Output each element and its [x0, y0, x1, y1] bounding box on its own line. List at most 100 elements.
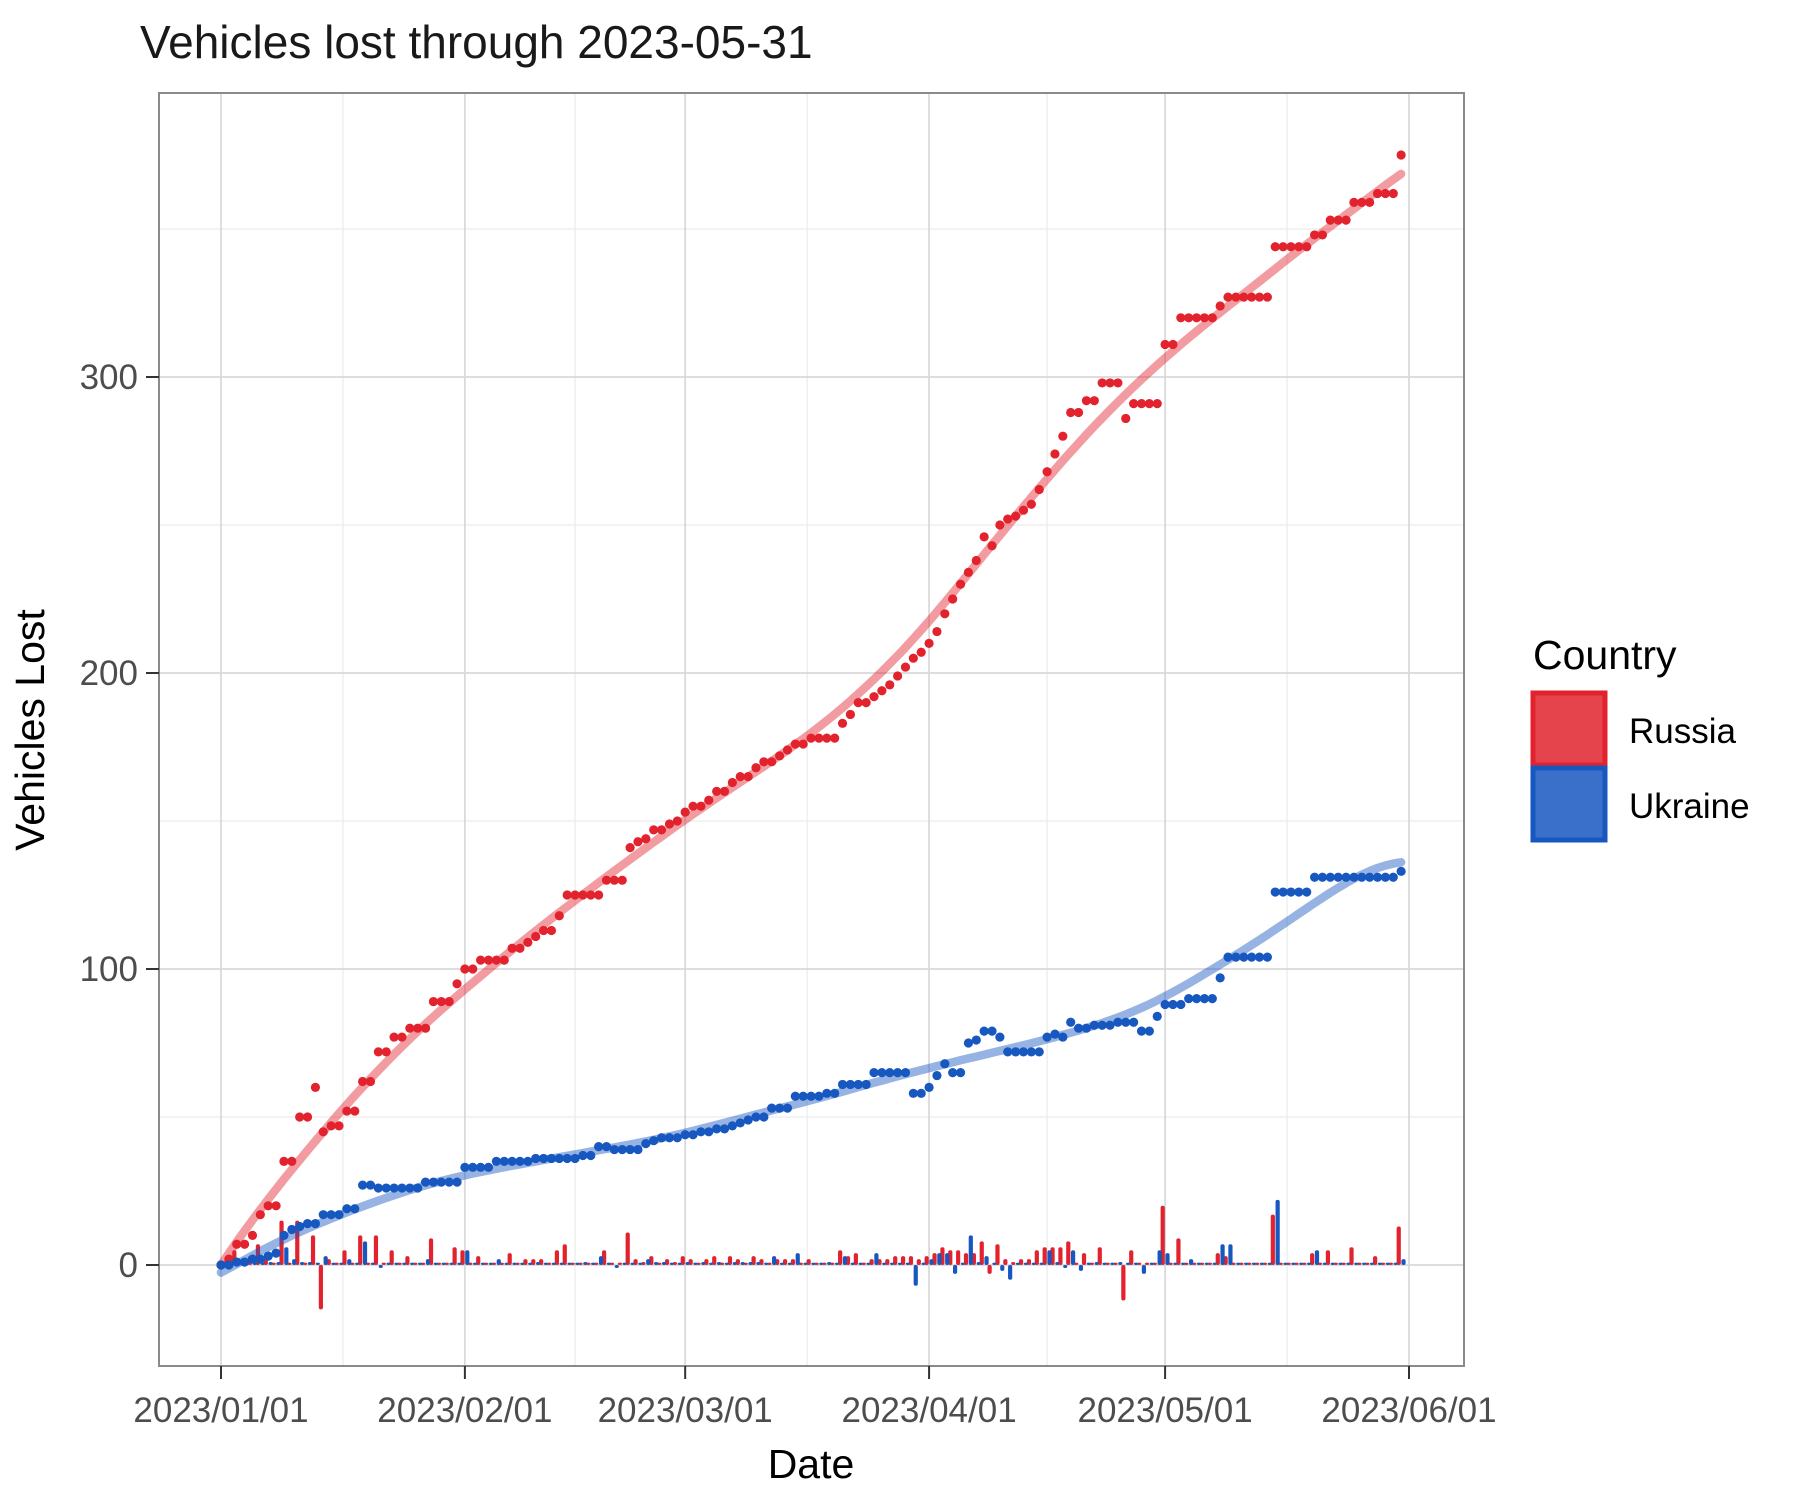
legend: Country Russia Ukraine [1530, 632, 1750, 843]
data-point-russia [712, 786, 722, 797]
x-tick-label: 2023/02/01 [377, 1391, 552, 1430]
data-point-russia [719, 786, 730, 797]
daily-bar-russia [1097, 1247, 1102, 1265]
data-point-ukraine [885, 1068, 895, 1078]
daily-bar-russia [1255, 1262, 1260, 1265]
data-point-russia [633, 837, 643, 847]
data-point-ukraine [1160, 999, 1170, 1010]
daily-bar-ukraine [394, 1262, 399, 1265]
x-axis-ticks: 2023/01/01 2023/02/01 2023/03/01 2023/04/01… [133, 1366, 1497, 1430]
daily-bar-russia [562, 1244, 567, 1265]
data-point-ukraine [712, 1124, 722, 1134]
data-point-russia [397, 1032, 407, 1042]
data-point-russia [1191, 313, 1202, 323]
daily-bar-russia [893, 1256, 898, 1265]
data-point-russia [1380, 188, 1390, 199]
daily-bar-russia [853, 1253, 858, 1265]
daily-bar-russia [318, 1265, 323, 1310]
data-point-ukraine [476, 1162, 486, 1172]
data-point-russia [1199, 313, 1210, 323]
daily-bar-ukraine [370, 1262, 375, 1265]
data-point-russia [318, 1127, 328, 1137]
data-point-ukraine [1254, 952, 1265, 962]
daily-bar-russia [444, 1262, 449, 1265]
daily-bar-ukraine [543, 1262, 549, 1265]
data-point-ukraine [1136, 1026, 1147, 1036]
data-point-russia [806, 733, 816, 743]
data-point-russia [452, 979, 462, 989]
daily-bar-ukraine [905, 1262, 910, 1265]
data-point-ukraine [578, 1150, 588, 1161]
data-point-ukraine [255, 1254, 265, 1264]
data-point-ukraine [617, 1144, 627, 1155]
data-point-russia [436, 996, 446, 1007]
data-point-russia [271, 1201, 281, 1211]
daily-bar-ukraine [1023, 1262, 1028, 1265]
data-point-russia [546, 925, 557, 936]
data-point-russia [963, 567, 974, 577]
daily-bar-ukraine [1118, 1262, 1123, 1265]
daily-bar-russia [916, 1259, 921, 1265]
data-point-russia [232, 1239, 242, 1249]
data-point-ukraine [1294, 887, 1304, 897]
daily-bar-russia [381, 1262, 386, 1265]
data-point-russia [924, 638, 934, 649]
data-point-ukraine [1372, 872, 1383, 882]
data-point-russia [1239, 292, 1249, 302]
data-point-russia [1333, 215, 1343, 225]
data-point-ukraine [869, 1068, 879, 1078]
daily-bar-russia [1011, 1262, 1016, 1265]
data-point-russia [1341, 215, 1351, 225]
data-point-russia [1357, 197, 1367, 207]
daily-bar-russia [908, 1256, 914, 1265]
daily-bar-ukraine [1362, 1262, 1367, 1265]
data-point-russia [1113, 378, 1123, 388]
data-point-ukraine [759, 1112, 769, 1122]
data-point-russia [1042, 467, 1052, 477]
data-point-russia [342, 1106, 352, 1116]
daily-bar-russia [515, 1262, 520, 1265]
daily-bar-russia [1286, 1262, 1291, 1265]
daily-bar-ukraine [402, 1262, 407, 1265]
data-point-ukraine [279, 1230, 289, 1240]
daily-bar-russia [1310, 1253, 1315, 1265]
data-point-russia [279, 1156, 289, 1166]
daily-bar-russia [1129, 1250, 1134, 1265]
data-point-russia [664, 819, 675, 829]
daily-bar-russia [436, 1262, 441, 1265]
data-point-ukraine [389, 1183, 399, 1193]
daily-bar-russia [389, 1250, 394, 1265]
x-axis-title: Date [768, 1441, 855, 1487]
data-point-ukraine [1286, 887, 1296, 897]
data-point-ukraine [806, 1091, 816, 1101]
data-point-russia [483, 955, 494, 965]
data-point-ukraine [963, 1038, 974, 1048]
x-tick-label: 2023/05/01 [1078, 1391, 1253, 1430]
daily-bar-ukraine [740, 1262, 745, 1265]
data-point-russia [1168, 339, 1178, 350]
data-point-russia [326, 1121, 336, 1131]
data-point-ukraine [924, 1082, 934, 1092]
y-tick-label: 300 [80, 358, 138, 397]
data-point-ukraine [428, 1177, 439, 1187]
daily-bar-ukraine [1149, 1262, 1154, 1265]
daily-bar-ukraine [1314, 1250, 1320, 1265]
daily-bar-russia [428, 1238, 434, 1265]
data-point-russia [1254, 292, 1265, 302]
x-tick-label: 2023/04/01 [841, 1391, 1016, 1430]
daily-bar-ukraine [299, 1262, 305, 1265]
data-point-ukraine [830, 1088, 840, 1098]
daily-bar-ukraine [292, 1259, 297, 1265]
data-point-russia [845, 709, 856, 720]
data-point-russia [987, 541, 997, 551]
daily-bar-ukraine [1070, 1250, 1076, 1265]
daily-bar-russia [405, 1256, 410, 1265]
data-point-ukraine [1105, 1020, 1115, 1030]
daily-bar-ukraine [504, 1262, 509, 1265]
daily-bar-ukraine [1086, 1262, 1091, 1265]
daily-bar-russia [342, 1250, 347, 1265]
daily-bar-ukraine [1385, 1262, 1390, 1265]
data-point-ukraine [633, 1144, 643, 1155]
data-point-russia [1302, 242, 1312, 252]
data-point-russia [932, 626, 942, 637]
